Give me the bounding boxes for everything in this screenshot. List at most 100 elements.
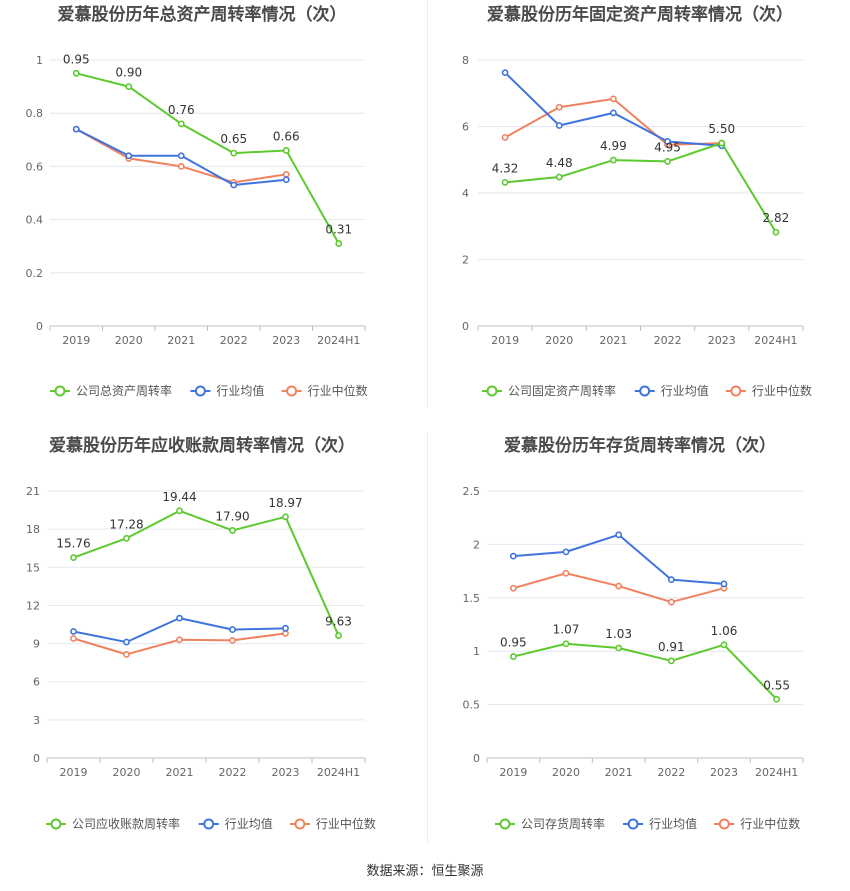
x-tick-label: 2020 bbox=[113, 766, 141, 779]
data-point bbox=[123, 638, 130, 646]
legend-label: 公司固定资产周转率 bbox=[508, 383, 616, 398]
data-label: 4.99 bbox=[600, 139, 627, 153]
data-point bbox=[70, 628, 77, 635]
y-tick-label: 6 bbox=[33, 676, 40, 689]
y-tick-label: 6 bbox=[462, 121, 469, 134]
legend-label: 公司应收账款周转率 bbox=[72, 816, 180, 831]
series-line bbox=[76, 72, 340, 245]
data-point bbox=[72, 125, 80, 133]
data-point bbox=[667, 657, 675, 665]
series-line bbox=[513, 642, 778, 700]
y-tick-label: 12 bbox=[26, 599, 40, 612]
legend-label: 行业均值 bbox=[649, 816, 697, 831]
y-tick-label: 8 bbox=[462, 54, 469, 67]
data-label: 0.66 bbox=[273, 129, 300, 143]
legend-marker-icon bbox=[286, 385, 298, 397]
data-point bbox=[282, 147, 290, 154]
data-point bbox=[176, 636, 183, 644]
data-point bbox=[70, 554, 77, 562]
y-tick-label: 1 bbox=[36, 54, 43, 67]
legend-label: 行业均值 bbox=[225, 816, 273, 831]
y-tick-label: 0.6 bbox=[26, 160, 44, 173]
panel-divider bbox=[427, 432, 428, 842]
y-tick-label: 0 bbox=[33, 752, 40, 765]
legend-label: 行业中位数 bbox=[308, 383, 368, 398]
y-tick-label: 2.5 bbox=[463, 485, 481, 498]
legend-marker-icon bbox=[54, 385, 66, 397]
data-label: 18.97 bbox=[268, 496, 302, 510]
x-tick-label: 2021 bbox=[605, 766, 633, 779]
data-point bbox=[177, 152, 185, 160]
data-point bbox=[610, 156, 617, 164]
data-point bbox=[718, 139, 726, 147]
legend-label: 行业均值 bbox=[216, 383, 264, 398]
y-tick-label: 1 bbox=[473, 645, 480, 658]
x-tick-label: 2019 bbox=[499, 766, 527, 779]
data-label: 0.31 bbox=[325, 223, 352, 237]
x-tick-label: 2021 bbox=[167, 334, 195, 347]
x-tick-label: 2020 bbox=[115, 334, 143, 347]
x-tick-label: 2021 bbox=[166, 766, 194, 779]
data-point bbox=[720, 641, 728, 649]
data-point bbox=[229, 636, 236, 644]
data-point bbox=[230, 149, 238, 157]
y-tick-label: 21 bbox=[26, 485, 40, 498]
x-tick-label: 2020 bbox=[552, 766, 580, 779]
panel-divider bbox=[427, 0, 428, 408]
data-point bbox=[501, 178, 509, 186]
data-point bbox=[615, 582, 623, 590]
data-point bbox=[177, 162, 185, 170]
data-label: 0.90 bbox=[115, 66, 142, 80]
y-tick-label: 0.2 bbox=[26, 267, 44, 280]
x-tick-label: 2022 bbox=[654, 334, 682, 347]
y-tick-label: 1.5 bbox=[463, 592, 481, 605]
legend-marker-icon bbox=[486, 385, 498, 397]
chart-title: 爱慕股份历年应收账款周转率情况（次） bbox=[49, 435, 355, 456]
data-point bbox=[282, 513, 289, 521]
data-label: 5.50 bbox=[708, 122, 735, 136]
legend-label: 公司总资产周转率 bbox=[76, 383, 172, 398]
data-point bbox=[335, 240, 343, 247]
chart-title: 爱慕股份历年总资产周转率情况（次） bbox=[58, 4, 347, 25]
y-tick-label: 3 bbox=[33, 714, 40, 727]
data-point bbox=[610, 109, 617, 117]
legend-marker-icon bbox=[730, 385, 742, 397]
series-line bbox=[504, 97, 722, 146]
y-tick-label: 2 bbox=[462, 254, 469, 267]
data-point bbox=[176, 614, 183, 622]
data-label: 0.76 bbox=[168, 103, 195, 117]
data-label: 0.91 bbox=[658, 640, 685, 654]
legend-label: 行业均值 bbox=[661, 383, 709, 398]
data-point bbox=[230, 181, 238, 189]
data-label: 9.63 bbox=[325, 615, 352, 629]
legend-label: 行业中位数 bbox=[316, 816, 376, 831]
legend-marker-icon bbox=[203, 818, 215, 830]
y-tick-label: 0.5 bbox=[463, 699, 481, 712]
data-point bbox=[562, 640, 570, 648]
data-point bbox=[555, 173, 563, 181]
legend-label: 行业中位数 bbox=[740, 816, 800, 831]
data-point bbox=[176, 507, 183, 515]
data-label: 4.32 bbox=[492, 161, 519, 175]
data-label: 0.95 bbox=[500, 636, 527, 650]
y-tick-label: 0 bbox=[462, 320, 469, 333]
data-label: 2.82 bbox=[763, 211, 790, 225]
data-label: 0.95 bbox=[63, 52, 90, 66]
y-tick-label: 0.4 bbox=[26, 214, 44, 227]
y-tick-label: 15 bbox=[26, 561, 40, 574]
data-point bbox=[562, 569, 570, 577]
data-label: 17.90 bbox=[215, 509, 249, 523]
data-label: 4.95 bbox=[654, 140, 681, 154]
data-source-footer: 数据来源：恒生聚源 bbox=[366, 864, 484, 879]
data-point bbox=[555, 103, 563, 111]
data-point bbox=[772, 228, 780, 236]
data-point bbox=[562, 548, 570, 556]
data-label: 15.76 bbox=[56, 537, 90, 551]
data-point bbox=[555, 122, 563, 129]
y-tick-label: 4 bbox=[462, 187, 469, 200]
data-point bbox=[664, 158, 671, 165]
x-tick-label: 2024H1 bbox=[754, 334, 797, 347]
x-tick-label: 2022 bbox=[220, 334, 248, 347]
y-tick-label: 0.8 bbox=[26, 107, 44, 120]
